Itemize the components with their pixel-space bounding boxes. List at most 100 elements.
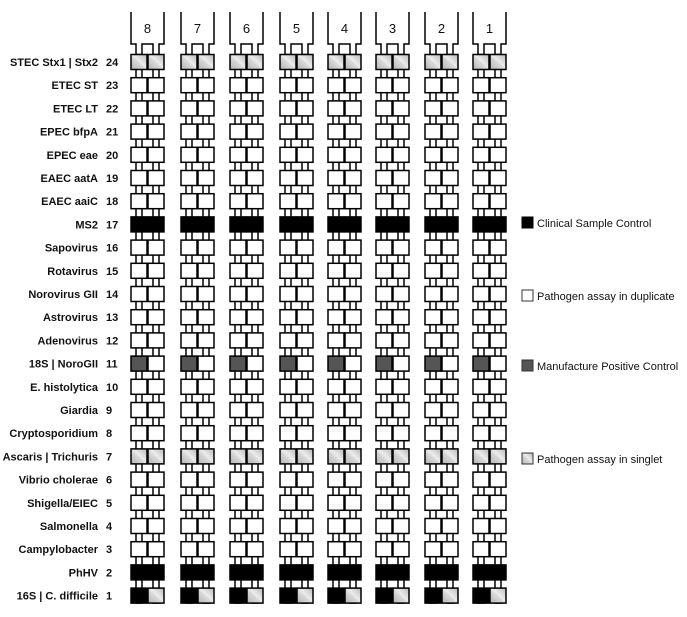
well-duplicate bbox=[375, 100, 393, 117]
well-singlet bbox=[441, 53, 459, 71]
well-duplicate bbox=[130, 192, 148, 210]
well-duplicate bbox=[441, 192, 459, 210]
well-duplicate bbox=[441, 239, 459, 256]
well-duplicate bbox=[472, 239, 490, 256]
well-duplicate bbox=[197, 378, 215, 396]
well-duplicate bbox=[197, 285, 215, 303]
well-duplicate bbox=[472, 308, 490, 326]
well-duplicate bbox=[489, 169, 507, 187]
sample-column: 3 bbox=[375, 12, 410, 604]
well-duplicate bbox=[472, 169, 490, 187]
well-duplicate bbox=[344, 471, 362, 488]
well-duplicate bbox=[424, 494, 442, 512]
well-duplicate bbox=[327, 192, 345, 210]
well-duplicate bbox=[246, 540, 264, 558]
well-control bbox=[147, 216, 165, 233]
well-duplicate bbox=[296, 169, 314, 187]
well-duplicate bbox=[279, 285, 297, 303]
well-duplicate bbox=[489, 192, 507, 210]
well-duplicate bbox=[296, 540, 314, 558]
well-duplicate bbox=[296, 100, 314, 117]
well-duplicate bbox=[489, 76, 507, 94]
well-duplicate bbox=[180, 100, 198, 117]
well-duplicate bbox=[489, 239, 507, 256]
well-duplicate bbox=[424, 123, 442, 140]
well-duplicate bbox=[344, 424, 362, 442]
well-positive bbox=[130, 355, 148, 372]
row-label: Shigella/EIEC bbox=[27, 498, 98, 510]
row-number: 14 bbox=[106, 289, 119, 301]
well-duplicate bbox=[327, 239, 345, 256]
well-duplicate bbox=[279, 76, 297, 94]
well-duplicate bbox=[344, 192, 362, 210]
well-duplicate bbox=[489, 355, 507, 372]
well-duplicate bbox=[392, 308, 410, 326]
well-duplicate bbox=[296, 424, 314, 442]
well-duplicate bbox=[327, 494, 345, 512]
row-label: Rotavirus bbox=[47, 266, 98, 278]
well-duplicate bbox=[147, 146, 165, 164]
well-control bbox=[327, 216, 345, 233]
well-duplicate bbox=[489, 494, 507, 512]
well-duplicate bbox=[130, 540, 148, 558]
well-duplicate bbox=[424, 285, 442, 303]
well-duplicate bbox=[229, 76, 247, 94]
well-duplicate bbox=[229, 494, 247, 512]
well-duplicate bbox=[246, 285, 264, 303]
well-duplicate bbox=[327, 471, 345, 488]
well-duplicate bbox=[130, 424, 148, 442]
well-singlet bbox=[197, 587, 215, 604]
well-singlet bbox=[327, 448, 345, 465]
row-number: 8 bbox=[106, 428, 112, 440]
row-label: Cryptosporidium bbox=[9, 428, 98, 440]
sample-column: 5 bbox=[279, 12, 314, 604]
well-control bbox=[279, 587, 297, 604]
row-label: Astrovirus bbox=[43, 312, 98, 324]
well-duplicate bbox=[279, 239, 297, 256]
well-singlet bbox=[147, 448, 165, 465]
well-duplicate bbox=[344, 285, 362, 303]
well-duplicate bbox=[472, 517, 490, 535]
well-singlet bbox=[344, 53, 362, 71]
row-label: Giardia bbox=[60, 405, 99, 417]
well-duplicate bbox=[375, 239, 393, 256]
well-duplicate bbox=[246, 169, 264, 187]
well-control bbox=[472, 216, 490, 233]
legend-swatch-duplicate bbox=[521, 289, 534, 302]
well-duplicate bbox=[180, 146, 198, 164]
well-duplicate bbox=[180, 76, 198, 94]
well-duplicate bbox=[197, 239, 215, 256]
well-control bbox=[229, 587, 247, 604]
well-duplicate bbox=[229, 169, 247, 187]
row-label: Sapovirus bbox=[45, 243, 98, 255]
sample-column: 2 bbox=[424, 12, 459, 604]
well-duplicate bbox=[344, 401, 362, 419]
well-duplicate bbox=[424, 471, 442, 488]
well-duplicate bbox=[147, 192, 165, 210]
well-duplicate bbox=[327, 76, 345, 94]
well-duplicate bbox=[296, 332, 314, 349]
well-duplicate bbox=[375, 471, 393, 488]
well-duplicate bbox=[180, 239, 198, 256]
row-number: 24 bbox=[106, 57, 119, 69]
row-number: 18 bbox=[106, 196, 118, 208]
well-duplicate bbox=[246, 76, 264, 94]
well-duplicate bbox=[472, 540, 490, 558]
well-duplicate bbox=[147, 540, 165, 558]
row-number: 22 bbox=[106, 103, 118, 115]
well-duplicate bbox=[375, 285, 393, 303]
column-header-channel bbox=[180, 12, 215, 55]
well-duplicate bbox=[279, 401, 297, 419]
well-duplicate bbox=[296, 146, 314, 164]
row-label: Norovirus GII bbox=[28, 289, 98, 301]
well-duplicate bbox=[246, 262, 264, 280]
well-duplicate bbox=[344, 517, 362, 535]
well-duplicate bbox=[180, 401, 198, 419]
well-duplicate bbox=[197, 424, 215, 442]
legend-label: Pathogen assay in duplicate bbox=[537, 291, 675, 303]
well-duplicate bbox=[375, 517, 393, 535]
well-duplicate bbox=[180, 192, 198, 210]
well-duplicate bbox=[489, 262, 507, 280]
well-duplicate bbox=[180, 471, 198, 488]
well-duplicate bbox=[424, 262, 442, 280]
